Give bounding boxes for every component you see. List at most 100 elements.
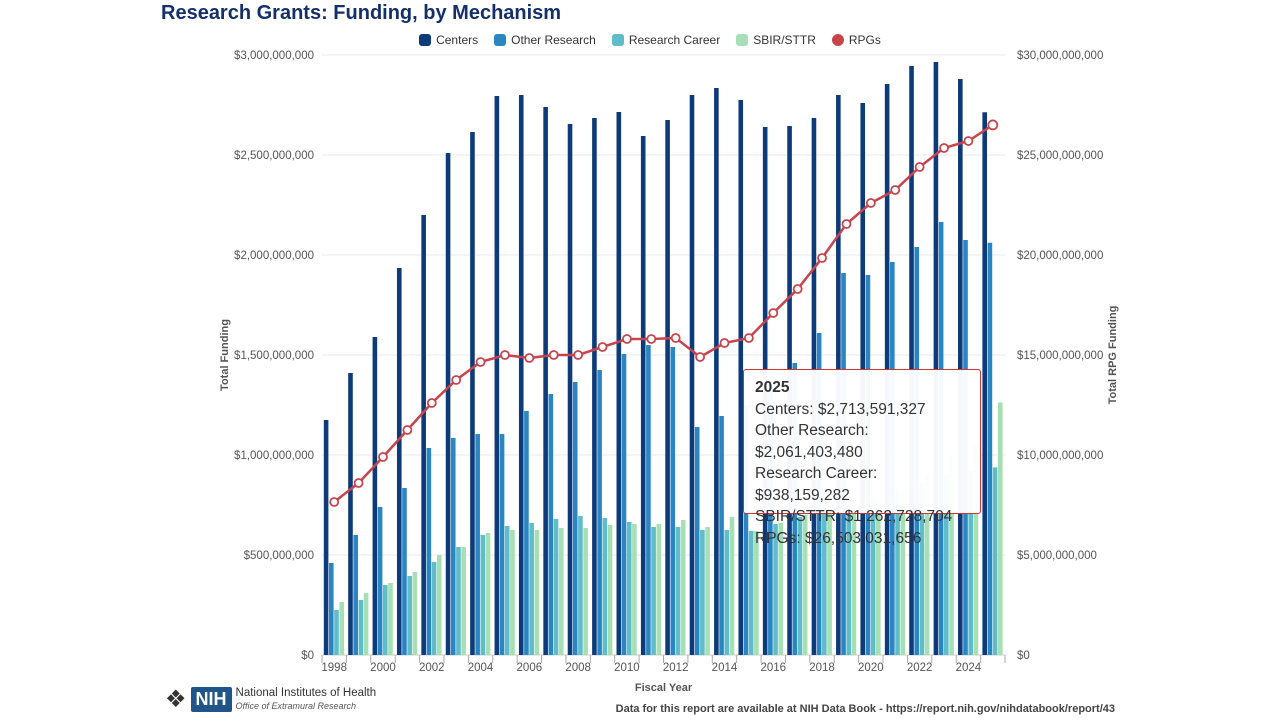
office-name: Office of Extramural Research [235, 700, 357, 711]
x-tick-label: 2006 [517, 662, 543, 674]
bar-centers [470, 132, 475, 655]
y2-axis-title: Total RPG Funding [1107, 306, 1119, 405]
bar-research-career [870, 499, 876, 655]
bar-research-career [944, 475, 949, 655]
legend: Centers Other Research Research Career S… [0, 33, 1280, 47]
rpg-point [475, 357, 486, 367]
bar-research-career [504, 526, 510, 655]
y-tick-label: $0 [301, 650, 314, 662]
bar-centers [738, 100, 744, 655]
y-tick-label: $500,000,000 [244, 550, 314, 562]
hhs-eagle-icon: ❖ [165, 686, 187, 713]
bar-research-career [358, 600, 364, 655]
bar-sbir-sttr [632, 524, 637, 655]
legend-item-sbir-sttr[interactable]: SBIR/STTR [736, 33, 816, 47]
bar-centers [348, 373, 353, 655]
x-tick-label: 1998 [321, 662, 347, 674]
legend-swatch [494, 34, 507, 46]
bar-research-career [456, 547, 461, 655]
legend-label: SBIR/STTR [753, 33, 816, 47]
bar-sbir-sttr [851, 505, 857, 655]
x-tick-label: 2008 [565, 662, 591, 674]
bar-research-career [480, 535, 486, 655]
legend-item-rpgs[interactable]: RPGs [831, 33, 881, 47]
rpg-point [670, 333, 681, 343]
bar-sbir-sttr [607, 525, 613, 655]
bar-sbir-sttr [656, 524, 662, 655]
legend-item-research-career[interactable]: Research Career [611, 33, 720, 47]
y2-tick-label: $30,000,000,000 [1017, 50, 1103, 62]
bar-other-research [694, 427, 700, 655]
bar-centers [592, 118, 597, 655]
bar-research-career [724, 530, 730, 655]
bar-other-research [328, 563, 334, 655]
bar-sbir-sttr [510, 530, 515, 655]
bar-centers [494, 96, 500, 655]
bar-other-research [621, 354, 627, 655]
legend-item-other-research[interactable]: Other Research [494, 33, 596, 47]
bar-other-research [670, 347, 676, 655]
legend-label: Other Research [511, 33, 596, 47]
y2-tick-label: $0 [1017, 650, 1030, 662]
bar-centers [982, 112, 988, 655]
x-tick-label: 2004 [468, 662, 494, 674]
bar-sbir-sttr [412, 572, 418, 655]
bar-centers [640, 136, 646, 655]
bar-centers [323, 420, 329, 655]
rpg-point [939, 143, 949, 153]
rpg-point [768, 308, 779, 318]
rpg-point [353, 478, 364, 488]
bar-sbir-sttr [924, 475, 930, 655]
bar-other-research [402, 488, 407, 655]
bar-centers [421, 215, 426, 655]
rpg-point [622, 334, 632, 344]
rpg-point [426, 398, 437, 408]
legend-item-centers[interactable]: Centers [419, 33, 478, 47]
bar-research-career [968, 471, 974, 655]
rpg-point [792, 284, 803, 294]
bar-research-career [675, 527, 681, 655]
bar-sbir-sttr [363, 593, 369, 655]
bar-centers [518, 95, 524, 655]
bar-research-career [578, 516, 583, 655]
bar-research-career [651, 527, 656, 655]
bar-research-career [431, 562, 437, 655]
rpg-point [451, 375, 462, 385]
bar-other-research [475, 434, 480, 655]
bar-centers [909, 66, 914, 655]
tooltip-line: Centers: $2,713,591,327 [755, 400, 926, 418]
bar-sbir-sttr [339, 602, 344, 655]
rpg-point [695, 352, 705, 362]
rpg-line [333, 123, 994, 503]
legend-swatch [736, 34, 749, 46]
y-tick-label: $1,000,000,000 [234, 450, 314, 462]
legend-swatch [831, 34, 844, 46]
bar-research-career [700, 530, 705, 655]
bar-sbir-sttr [949, 455, 954, 655]
chart-title: Research Grants: Funding, by Mechanism [161, 2, 562, 24]
bar-sbir-sttr [827, 511, 832, 655]
bar-research-career [748, 531, 754, 655]
tooltip-line: SBIR/STTR: $1,262,728,704 [755, 508, 953, 525]
bar-research-career [797, 517, 803, 655]
rpg-point [865, 198, 876, 208]
bar-centers [396, 268, 402, 655]
bar-sbir-sttr [998, 402, 1003, 655]
y2-tick-label: $15,000,000,000 [1017, 350, 1103, 362]
bar-centers [616, 112, 622, 655]
tooltip-line: RPGs: $26,503,031,656 [755, 529, 922, 547]
bar-research-career [822, 511, 827, 655]
y2-tick-label: $20,000,000,000 [1017, 250, 1103, 262]
rpg-point [646, 334, 657, 344]
bar-sbir-sttr [802, 515, 808, 655]
tooltip: 2025 Centers: $2,713,591,327 Other Resea… [743, 369, 981, 547]
x-tick-label: 2010 [614, 662, 640, 674]
x-tick-label: 2000 [370, 662, 396, 674]
y-tick-label: $2,500,000,000 [234, 150, 314, 162]
bar-sbir-sttr [729, 517, 735, 655]
bar-centers [665, 120, 670, 655]
x-tick-label: 2002 [419, 662, 445, 674]
bar-research-career [553, 519, 559, 655]
bar-centers [445, 153, 451, 655]
x-tick-label: 2014 [712, 662, 738, 674]
